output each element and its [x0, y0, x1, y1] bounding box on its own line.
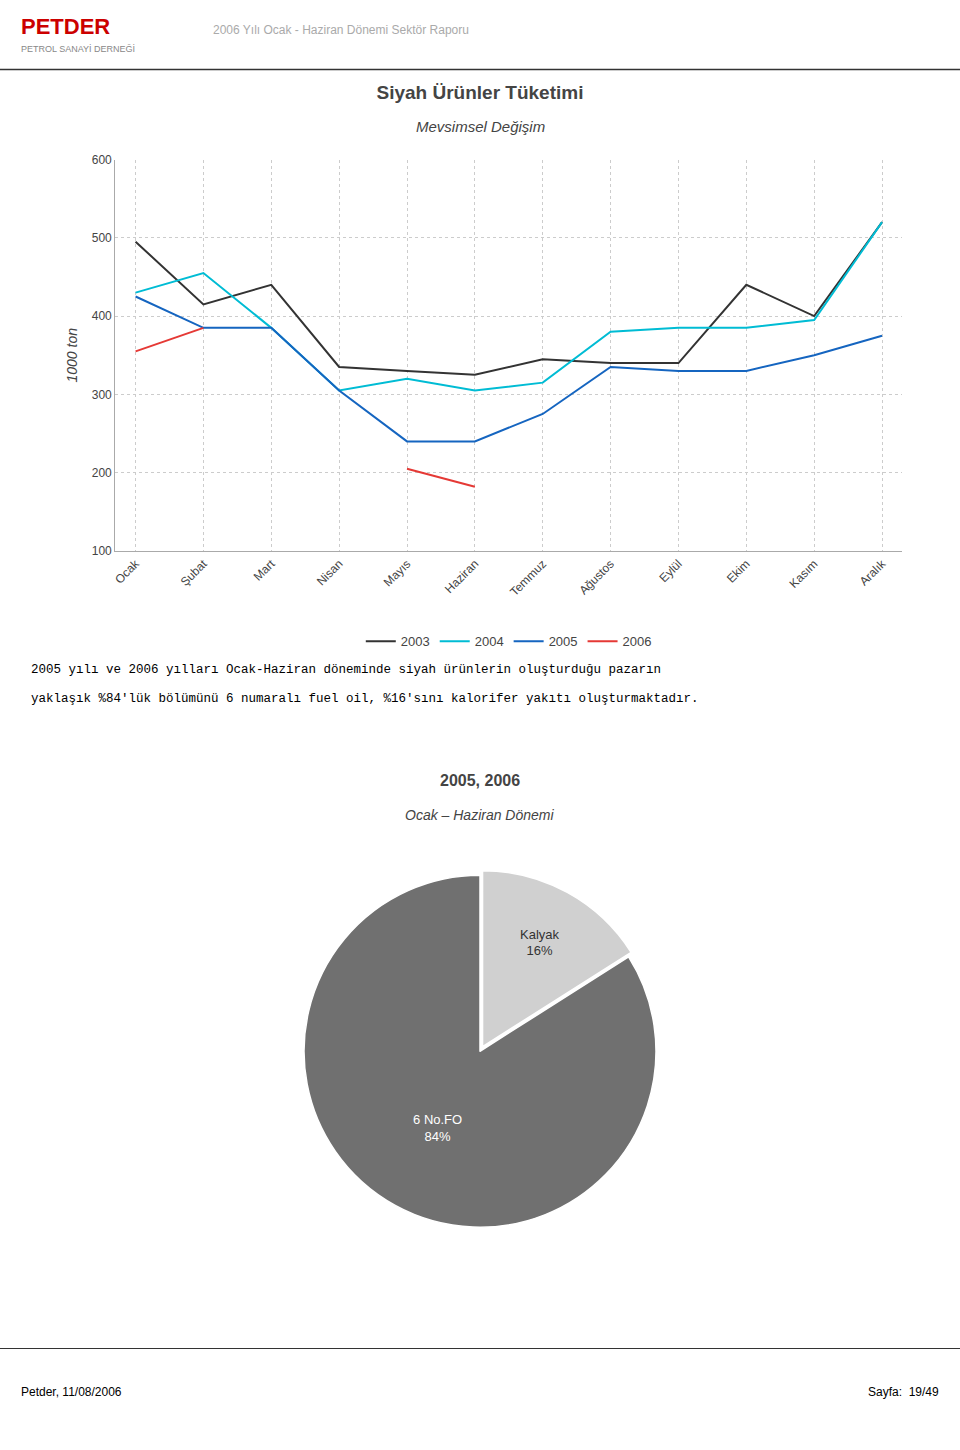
svg-text:2003: 2003	[401, 634, 430, 649]
svg-text:2005, 2006: 2005, 2006	[440, 772, 520, 789]
svg-text:Ocak – Haziran Dönemi: Ocak – Haziran Dönemi	[405, 807, 555, 823]
svg-text:Mayıs: Mayıs	[381, 557, 414, 590]
svg-text:Ağustos: Ağustos	[576, 557, 617, 598]
svg-text:Temmuz: Temmuz	[507, 557, 549, 599]
svg-text:6 No.FO84%: 6 No.FO84%	[413, 1112, 462, 1144]
svg-text:2004: 2004	[475, 634, 504, 649]
svg-text:Ekim: Ekim	[724, 557, 753, 586]
svg-text:1000 ton: 1000 ton	[64, 328, 80, 383]
svg-text:PETDER: PETDER	[21, 14, 110, 39]
svg-text:600: 600	[92, 153, 112, 167]
svg-text:Şubat: Şubat	[178, 556, 211, 589]
svg-text:Sayfa: 19/49: Sayfa: 19/49	[868, 1385, 939, 1399]
svg-text:2005 yılı ve 2006 yılları Ocak: 2005 yılı ve 2006 yılları Ocak-Haziran d…	[31, 663, 661, 677]
svg-text:Aralık: Aralık	[857, 556, 889, 588]
svg-text:Mevsimsel Değişim: Mevsimsel Değişim	[416, 118, 545, 135]
svg-text:Kalyak16%: Kalyak16%	[520, 927, 560, 959]
svg-text:Siyah Ürünler Tüketimi: Siyah Ürünler Tüketimi	[377, 82, 584, 103]
svg-text:Kasım: Kasım	[787, 557, 821, 591]
svg-text:500: 500	[92, 231, 112, 245]
svg-text:100: 100	[92, 544, 112, 558]
svg-text:PETROL SANAYİ DERNEĞİ: PETROL SANAYİ DERNEĞİ	[21, 44, 135, 54]
svg-text:400: 400	[92, 309, 112, 323]
svg-text:300: 300	[92, 388, 112, 402]
svg-text:2006 Yılı Ocak - Haziran Dönem: 2006 Yılı Ocak - Haziran Dönemi Sektör R…	[213, 23, 469, 37]
svg-text:200: 200	[92, 466, 112, 480]
svg-text:Nisan: Nisan	[314, 557, 346, 589]
svg-text:Haziran: Haziran	[442, 557, 481, 596]
svg-text:2005: 2005	[549, 634, 578, 649]
svg-text:2006: 2006	[623, 634, 652, 649]
svg-text:yaklaşık %84'lük bölümünü 6 nu: yaklaşık %84'lük bölümünü 6 numaralı fue…	[31, 692, 699, 706]
svg-text:Eylül: Eylül	[657, 557, 685, 585]
svg-text:Mart: Mart	[251, 556, 278, 583]
svg-text:Petder, 11/08/2006: Petder, 11/08/2006	[21, 1385, 122, 1399]
svg-text:Ocak: Ocak	[112, 556, 142, 586]
